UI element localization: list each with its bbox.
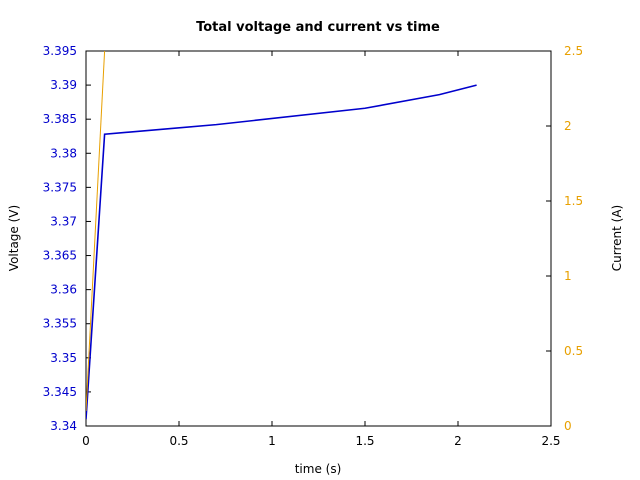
plot-frame [85,50,552,427]
y-left-tick-label: 3.365 [43,249,77,263]
y-left-tick-label: 3.395 [43,44,77,58]
chart-marks: 0 0.5 1 1.5 2 2.5 3.34 3.345 3.35 3.355 3.36 3.365 3… [43,44,583,448]
y-right-tick-label: 1 [564,269,572,283]
y-left-tick-label: 3.345 [43,385,77,399]
x-tick-label: 2.5 [541,434,560,448]
y-right-tick-label: 2 [564,119,572,133]
y-left-tick-label: 3.375 [43,180,77,194]
y-right-tick-label: 0.5 [564,344,583,358]
y-left-tick-label: 3.37 [50,214,77,228]
x-axis-label: time (s) [295,462,342,476]
y-left-tick-label: 3.34 [50,419,77,433]
x-tick-label: 2 [454,434,462,448]
y-left-tick-label: 3.35 [50,351,77,365]
x-tick-label: 0 [82,434,90,448]
y-axis-right-label: Current (A) [610,205,624,271]
series-current-line [86,51,106,412]
x-tick-label: 1.5 [355,434,374,448]
y-left-tick-label: 3.36 [50,283,77,297]
y-axis-left-label: Voltage (V) [7,205,21,271]
y-left-tick-label: 3.385 [43,112,77,126]
y-right-tick-label: 2.5 [564,44,583,58]
x-tick-label: 1 [268,434,276,448]
series-voltage-line [86,84,477,420]
x-tick-label: 0.5 [169,434,188,448]
chart-title: Total voltage and current vs time [196,20,440,35]
y-right-tick-label: 0 [564,419,572,433]
y-left-tick-label: 3.38 [50,146,77,160]
y-left-tick-label: 3.39 [50,78,77,92]
y-left-tick-label: 3.355 [43,317,77,331]
y-right-tick-label: 1.5 [564,194,583,208]
